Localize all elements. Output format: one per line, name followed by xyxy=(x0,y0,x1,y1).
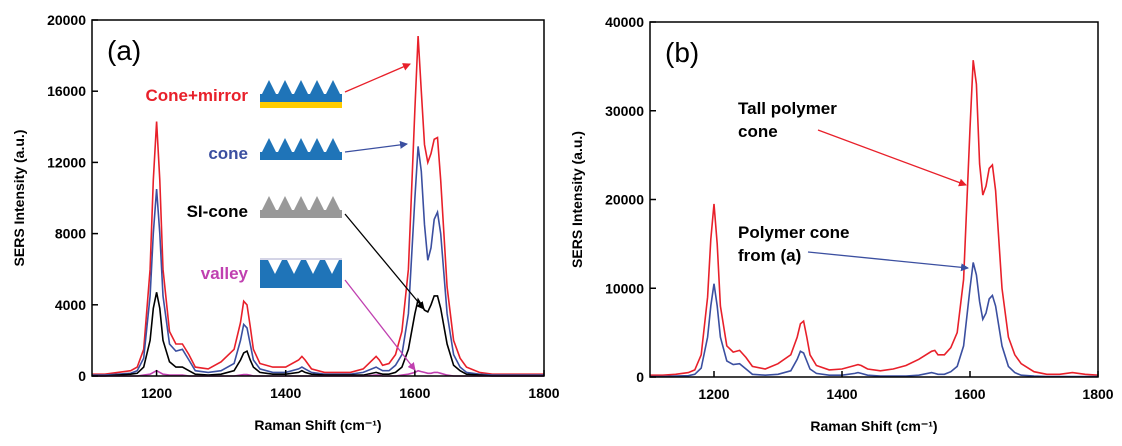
series-line xyxy=(92,146,544,376)
y-tick-label: 30000 xyxy=(605,103,644,119)
arrow xyxy=(807,251,969,272)
annotation-box: SI-cone xyxy=(186,202,248,221)
y-tick-label: 0 xyxy=(636,369,644,385)
icon xyxy=(326,196,340,210)
y-tick-label: 16000 xyxy=(47,83,86,99)
arrow xyxy=(344,213,425,310)
x-tick-label: 1600 xyxy=(954,386,985,402)
y-tick-label: 4000 xyxy=(55,297,86,313)
y-tick-label: 8000 xyxy=(55,226,86,242)
icon xyxy=(268,260,282,274)
x-tick-label: 1800 xyxy=(528,385,559,401)
icon xyxy=(294,196,308,210)
icon xyxy=(260,94,342,102)
annotation-box: valley xyxy=(200,264,248,283)
icon xyxy=(287,260,301,274)
icon xyxy=(260,101,342,108)
plot-frame xyxy=(91,19,545,377)
y-axis-title: SERS Intensity (a.u.) xyxy=(11,130,27,267)
x-tick-label: 1200 xyxy=(698,386,729,402)
icon xyxy=(262,138,276,152)
series-label: valley xyxy=(200,264,248,283)
annotation-box: Tall polymer cone xyxy=(738,99,837,141)
annotation-box: Cone+mirror xyxy=(145,86,249,105)
series-label: cone xyxy=(208,144,248,163)
icon xyxy=(260,152,342,160)
y-tick-label: 20000 xyxy=(605,192,644,208)
x-tick-label: 1400 xyxy=(270,385,301,401)
annotation-box: cone xyxy=(208,144,248,163)
x-tick-label: 1200 xyxy=(141,385,172,401)
icon xyxy=(310,80,324,94)
icon xyxy=(326,80,340,94)
icon xyxy=(310,196,324,210)
panel-label: (a) xyxy=(107,35,141,66)
series-label: Cone+mirror xyxy=(145,86,249,105)
icon xyxy=(326,138,340,152)
icon xyxy=(260,210,342,218)
series-label: Polymer cone from (a) xyxy=(738,223,850,265)
icon xyxy=(278,80,292,94)
icon xyxy=(294,80,308,94)
icon xyxy=(262,196,276,210)
series-line xyxy=(92,292,544,377)
y-tick-label: 12000 xyxy=(47,154,86,170)
icon xyxy=(294,138,308,152)
y-tick-label: 40000 xyxy=(605,14,644,30)
x-axis-title: Raman Shift (cm⁻¹) xyxy=(810,418,937,434)
series-line xyxy=(92,35,544,375)
y-axis-title: SERS Intensity (a.u.) xyxy=(569,131,585,268)
arrow xyxy=(344,279,416,371)
x-axis-title: Raman Shift (cm⁻¹) xyxy=(254,417,381,433)
y-tick-label: 10000 xyxy=(605,280,644,296)
icon xyxy=(262,80,276,94)
x-tick-label: 1400 xyxy=(826,386,857,402)
arrow xyxy=(344,63,411,93)
series-label: SI-cone xyxy=(186,202,248,221)
annotation-box: Polymer cone from (a) xyxy=(738,223,850,265)
series-label: Tall polymer cone xyxy=(738,99,837,141)
icon xyxy=(278,138,292,152)
x-tick-label: 1800 xyxy=(1082,386,1113,402)
arrow xyxy=(817,129,967,187)
series-line xyxy=(650,60,1099,376)
plot-frame xyxy=(649,21,1099,378)
icon xyxy=(325,260,339,274)
icon xyxy=(278,196,292,210)
y-tick-label: 20000 xyxy=(47,12,86,28)
series-line xyxy=(650,262,1098,378)
icon xyxy=(310,138,324,152)
y-tick-label: 0 xyxy=(78,368,86,384)
arrow xyxy=(344,140,408,153)
icon xyxy=(306,260,320,274)
panel-label: (b) xyxy=(665,37,699,68)
x-tick-label: 1600 xyxy=(399,385,430,401)
